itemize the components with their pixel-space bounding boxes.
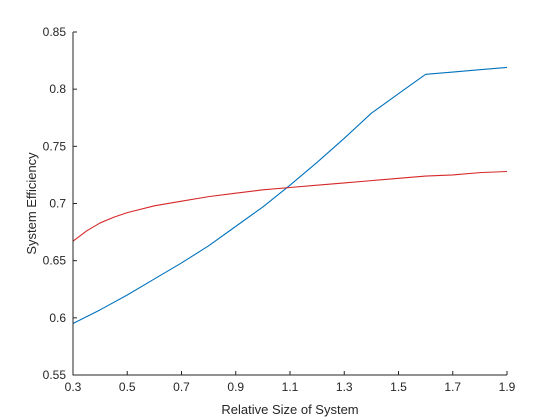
x-tick-label: 1.1 [282,380,299,394]
series-line-red [72,170,508,242]
y-tick-label: 0.55 [43,368,67,382]
x-axis-ticks: 0.3 0.5 0.7 0.9 1.1 1.3 1.5 1.7 1.9 [65,371,516,394]
y-tick-label: 0.7 [49,197,66,211]
x-tick-label: 1.9 [499,380,516,394]
y-tick-label: 0.8 [49,82,66,96]
y-axis-label: System Efficiency [24,152,39,255]
y-tick-label: 0.65 [43,254,67,268]
x-tick-label: 0.7 [173,380,190,394]
x-tick-label: 1.7 [444,380,461,394]
x-tick-label: 0.9 [227,380,244,394]
series-line-blue [72,66,508,325]
axes-frame [72,32,507,376]
x-tick-label: 1.3 [336,380,353,394]
x-axis-label: Relative Size of System [221,402,358,417]
x-tick-label: 0.3 [65,380,82,394]
y-tick-label: 0.75 [43,139,67,153]
y-tick-label: 0.6 [49,311,66,325]
x-tick-label: 1.5 [390,380,407,394]
series-layer [72,66,508,325]
x-tick-label: 0.5 [119,380,136,394]
y-axis-ticks: 0.55 0.6 0.65 0.7 0.75 0.8 0.85 [43,25,77,382]
y-tick-label: 0.85 [43,25,67,39]
